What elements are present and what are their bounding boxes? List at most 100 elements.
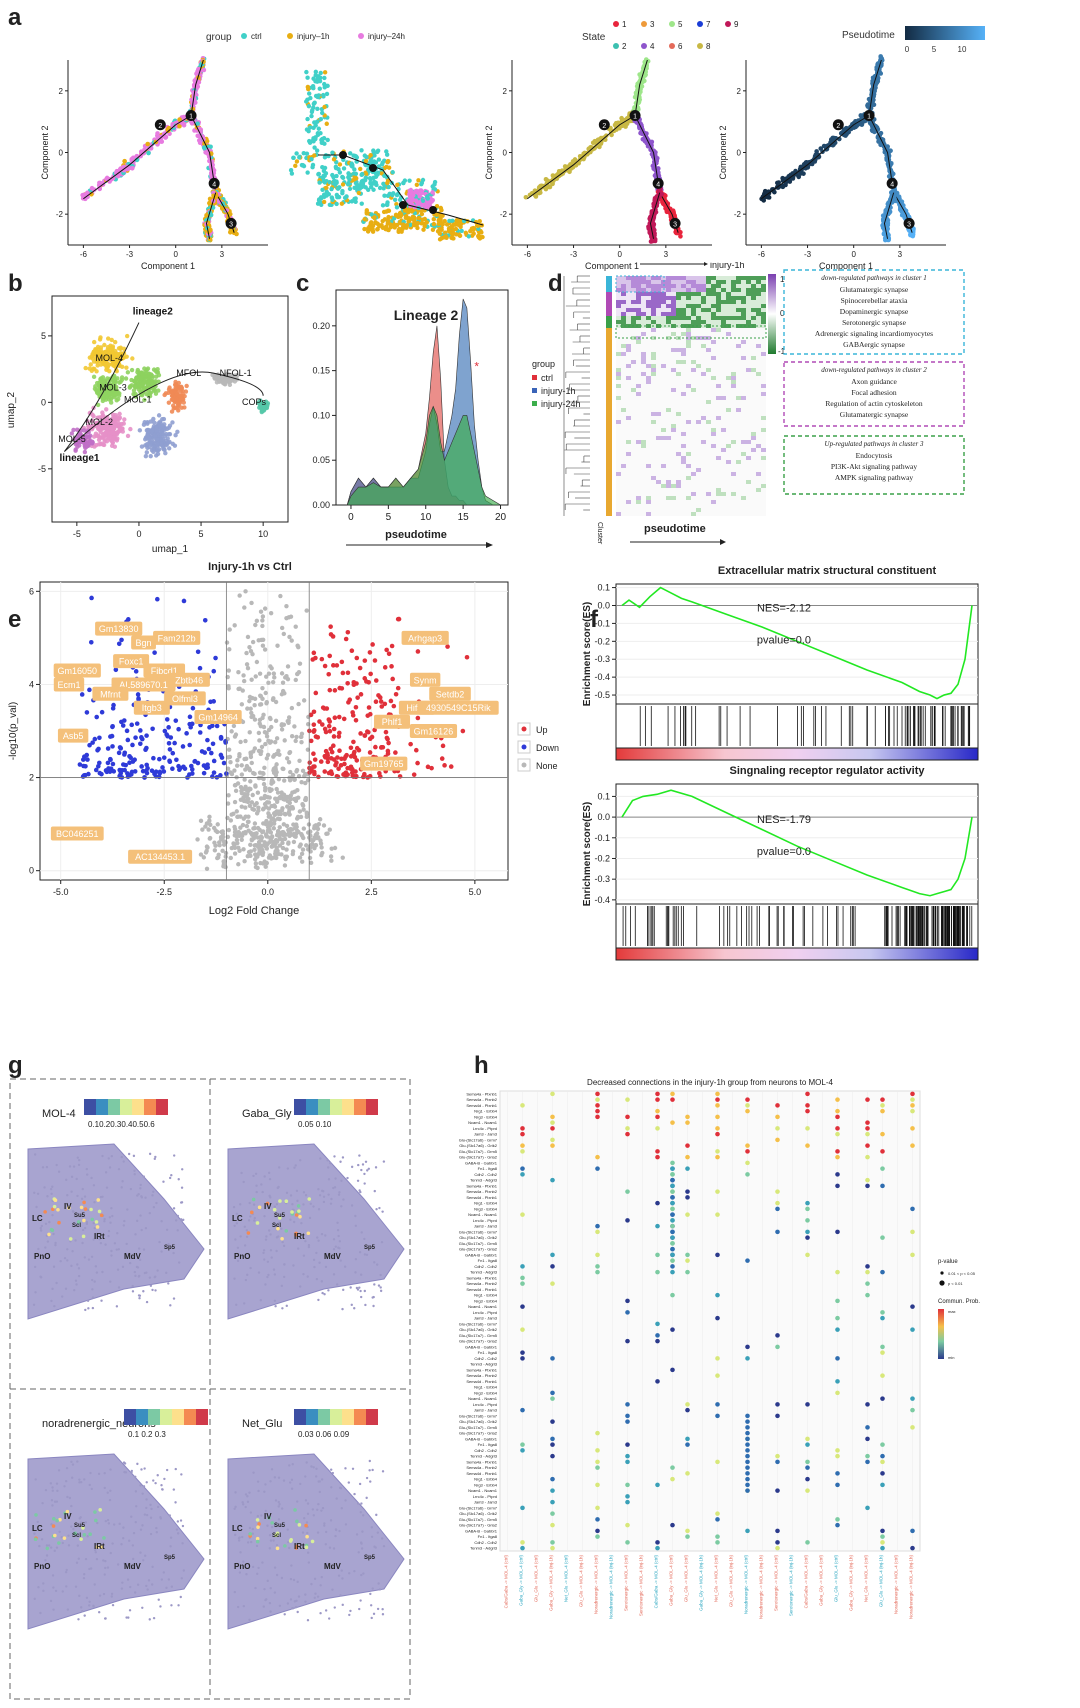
heatmap-cell [631, 280, 636, 284]
cell-point [333, 181, 338, 187]
cell-point [400, 222, 406, 227]
legend-group-label: injury–24h [368, 32, 405, 41]
heatmap-cell [751, 356, 756, 360]
heatmap-cell [701, 296, 706, 300]
cell-point [471, 225, 476, 231]
heatmap-cell [706, 300, 711, 304]
umap-frame [51, 295, 289, 523]
umap-point [122, 417, 127, 422]
cell-point [316, 197, 322, 202]
heatmap-cell [651, 300, 656, 304]
cell-point [407, 188, 412, 193]
heatmap-cell [681, 312, 686, 316]
cell-point [381, 209, 387, 215]
cell-point [381, 186, 386, 191]
branch-node-label: 1 [189, 114, 193, 121]
heatmap-cell [741, 312, 746, 316]
cell-point [201, 145, 207, 150]
heatmap-cell [756, 312, 761, 316]
heatmap-cell [666, 336, 671, 340]
umap-ylabel: umap_2 [6, 391, 17, 428]
branch-node-label: 2 [602, 123, 606, 130]
heatmap-cell [616, 284, 621, 288]
cell-point [430, 227, 436, 233]
heatmap-cell [741, 396, 746, 400]
chart-title: Lineage 2 [394, 307, 459, 323]
heatmap-cell [661, 320, 666, 324]
cell-point [177, 123, 182, 129]
heatmap-cell [756, 276, 761, 280]
heatmap-cell [661, 308, 666, 312]
lineage-curve [64, 371, 264, 452]
cell-point [359, 201, 364, 206]
x-tick-label: 0 [136, 529, 141, 539]
heatmap-cell [691, 320, 696, 324]
heatmap-cell [676, 372, 681, 376]
heatmap-cell [636, 312, 641, 316]
cell-point [369, 220, 374, 225]
heatmap-cell [641, 316, 646, 320]
heatmap-cell [666, 296, 671, 300]
heatmap-cell [756, 296, 761, 300]
heatmap-cell [676, 276, 681, 280]
branch-node [652, 177, 664, 189]
cell-point [411, 223, 417, 228]
cell-point [80, 192, 85, 198]
umap-point [87, 355, 93, 360]
cell-point [333, 165, 339, 171]
heatmap-cell [696, 320, 701, 324]
umap-point [104, 407, 109, 412]
heatmap-cell [731, 300, 736, 304]
heatmap-cell [746, 284, 751, 288]
cell-point [379, 171, 384, 176]
heatmap-cell [761, 352, 766, 356]
heatmap-cell [721, 312, 726, 316]
umap-point [94, 369, 99, 374]
heatmap-cell [736, 312, 741, 316]
heatmap-cell [756, 308, 761, 312]
heatmap-cell [741, 284, 746, 288]
panel-letter-c: c [296, 270, 310, 297]
cell-point [195, 121, 200, 126]
cell-point [406, 219, 411, 224]
heatmap-cell [631, 284, 636, 288]
umap-point [82, 449, 88, 455]
y-axis-label: Component 2 [40, 125, 50, 179]
umap-point [117, 422, 122, 428]
heatmap-cell [626, 300, 631, 304]
heatmap-cell [646, 292, 651, 296]
cell-point [644, 131, 649, 136]
heatmap-cell [626, 344, 631, 348]
legend-state-dot [697, 21, 703, 27]
umap-point [103, 360, 108, 365]
umap-point [169, 409, 175, 414]
cell-point [196, 66, 201, 72]
heatmap-cell [646, 288, 651, 292]
cell-point [316, 126, 322, 131]
heatmap-cell [731, 376, 736, 380]
umap-point [153, 379, 158, 384]
heatmap-cell [686, 316, 691, 320]
heatmap-cell [641, 276, 646, 280]
cell-point [104, 176, 109, 182]
panel-b: -5 0 5 1050-5lineage2lineage1MOL-4MOL-3MOL-… [6, 295, 289, 555]
heatmap-cell [641, 332, 646, 336]
heatmap-cell [741, 316, 746, 320]
cell-point [349, 161, 354, 166]
heatmap-cell [701, 308, 706, 312]
heatmap-cell [736, 280, 741, 284]
heatmap-cell [711, 288, 716, 292]
heatmap-cell [731, 284, 736, 288]
heatmap-cell [616, 324, 621, 328]
heatmap-cell [616, 384, 621, 388]
heatmap-cell [691, 312, 696, 316]
heatmap-cell [636, 324, 641, 328]
heatmap-cell [646, 376, 651, 380]
cell-point [317, 180, 322, 185]
heatmap-cell [761, 304, 766, 308]
umap-point [108, 400, 114, 405]
umap-point [91, 413, 96, 419]
panel-d: injury-1hCluster10-1groupctrlinjury-1hin… [532, 262, 965, 545]
cell-point [208, 212, 214, 218]
umap-point [99, 376, 104, 381]
